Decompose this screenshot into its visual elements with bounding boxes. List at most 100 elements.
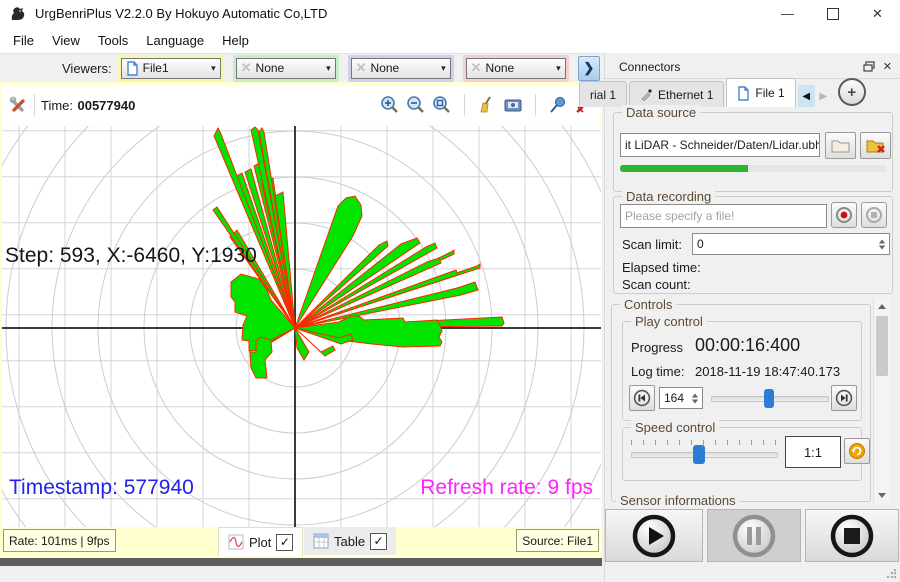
lidar-plot-canvas[interactable]: Step: 593, X:-6460, Y:1930 Timestamp: 57… bbox=[2, 126, 601, 527]
minimize-button[interactable]: — bbox=[765, 0, 810, 27]
plot-toggle-label: Plot bbox=[249, 534, 272, 550]
float-panel-icon[interactable] bbox=[863, 61, 875, 72]
ethernet-icon bbox=[641, 89, 652, 101]
settings-tools-icon[interactable] bbox=[8, 95, 28, 115]
zoom-out-icon[interactable] bbox=[406, 95, 426, 115]
none-icon: ✕ bbox=[240, 60, 252, 75]
speed-slider[interactable] bbox=[631, 445, 778, 464]
scan-limit-label: Scan limit: bbox=[622, 237, 682, 252]
menu-language[interactable]: Language bbox=[146, 32, 205, 48]
tab-ethernet-label: Ethernet 1 bbox=[658, 87, 714, 102]
close-file-button[interactable] bbox=[860, 132, 891, 159]
scrollbar-thumb[interactable] bbox=[876, 316, 888, 376]
record-icon bbox=[836, 207, 852, 223]
menu-tools[interactable]: Tools bbox=[97, 32, 129, 48]
tab-serial-1[interactable]: rial 1 bbox=[579, 81, 628, 107]
stop-button[interactable] bbox=[805, 509, 899, 562]
viewer1-dropdown[interactable]: File1 ▾ bbox=[120, 57, 221, 79]
scan-count-label: Scan count: bbox=[622, 277, 691, 292]
controls-scrollbar[interactable] bbox=[873, 298, 890, 503]
viewer-bottom-bar: Rate: 101ms | 9fps Plot ✓ Table ✓ Source… bbox=[2, 527, 601, 557]
rate-status-box: Rate: 101ms | 9fps bbox=[3, 529, 116, 552]
viewer2-dropdown[interactable]: ✕ None ▾ bbox=[235, 57, 336, 79]
scroll-up-icon[interactable] bbox=[874, 298, 890, 314]
play-position-slider[interactable] bbox=[711, 389, 829, 408]
clear-broom-icon[interactable] bbox=[477, 95, 497, 115]
plot-view-toggle[interactable]: Plot ✓ bbox=[218, 527, 304, 556]
menu-help[interactable]: Help bbox=[222, 32, 249, 48]
lidar-scan-plot bbox=[2, 126, 601, 527]
minimize-icon: — bbox=[781, 6, 794, 21]
elapsed-time-label: Elapsed time: bbox=[622, 260, 701, 275]
pin-icon[interactable] bbox=[548, 95, 568, 115]
toolbar-separator bbox=[34, 94, 35, 116]
maximize-button[interactable] bbox=[810, 0, 855, 27]
time-label: Time: bbox=[41, 97, 74, 113]
table-icon bbox=[313, 533, 329, 549]
none-icon: ✕ bbox=[355, 60, 367, 75]
menu-bar: File View Tools Language Help bbox=[0, 27, 900, 53]
progress-value: 00:00:16:400 bbox=[695, 335, 801, 355]
file-progress-fill bbox=[620, 165, 749, 172]
expand-toolbar-button[interactable]: ❯ bbox=[577, 55, 600, 81]
controls-group: Controls Play control Progress 00:00:16:… bbox=[611, 297, 871, 508]
file-icon bbox=[738, 85, 750, 101]
speed-slider-ticks bbox=[631, 440, 776, 445]
record-file-placeholder: Please specify a file! bbox=[625, 209, 735, 223]
folder-remove-icon bbox=[866, 140, 885, 153]
chevron-down-icon: ▾ bbox=[556, 62, 561, 73]
skip-to-end-button[interactable] bbox=[831, 385, 857, 411]
pause-button[interactable] bbox=[707, 509, 801, 562]
tab-scroll-prev[interactable]: ◀ bbox=[797, 85, 815, 107]
plot-checkbox[interactable]: ✓ bbox=[276, 533, 294, 551]
close-icon: ✕ bbox=[872, 5, 883, 21]
zoom-in-icon[interactable] bbox=[380, 95, 400, 115]
close-panel-icon[interactable]: ✕ bbox=[882, 61, 892, 73]
add-connector-button[interactable]: + bbox=[837, 78, 866, 106]
viewer3-dropdown[interactable]: ✕ None ▾ bbox=[350, 57, 451, 79]
speed-ratio-button[interactable]: 1:1 bbox=[785, 436, 841, 468]
table-checkbox[interactable]: ✓ bbox=[370, 532, 388, 550]
folder-icon bbox=[831, 140, 850, 153]
skip-to-start-button[interactable] bbox=[629, 385, 655, 411]
record-button[interactable] bbox=[831, 202, 857, 228]
arrow-left-icon: ◀ bbox=[802, 90, 811, 102]
record-file-input[interactable]: Please specify a file! bbox=[620, 204, 827, 228]
menu-view[interactable]: View bbox=[51, 32, 80, 48]
skip-end-icon bbox=[835, 389, 853, 407]
none-icon: ✕ bbox=[470, 60, 482, 75]
open-file-button[interactable] bbox=[825, 132, 856, 159]
refresh-rate-readout: Refresh rate: 9 fps bbox=[420, 476, 593, 499]
play-slider-handle[interactable] bbox=[763, 389, 774, 408]
viewer1-label: File1 bbox=[142, 61, 169, 75]
spinner-arrows-icon[interactable] bbox=[687, 388, 702, 408]
reset-speed-button[interactable] bbox=[844, 438, 870, 464]
tab-file-1[interactable]: File 1 bbox=[726, 78, 796, 107]
cursor-step-readout: Step: 593, X:-6460, Y:1930 bbox=[5, 244, 257, 267]
close-button[interactable]: ✕ bbox=[855, 0, 900, 27]
tab-ethernet-1[interactable]: Ethernet 1 bbox=[629, 81, 725, 107]
zoom-reset-icon[interactable] bbox=[432, 95, 452, 115]
connectors-title: Connectors bbox=[619, 59, 681, 74]
table-view-toggle[interactable]: Table ✓ bbox=[304, 527, 397, 555]
spinner-arrows-icon[interactable] bbox=[874, 234, 889, 254]
viewer4-dropdown[interactable]: ✕ None ▾ bbox=[465, 57, 566, 79]
scan-limit-spinbox[interactable]: 0 bbox=[692, 233, 890, 255]
stop-record-button[interactable] bbox=[861, 202, 887, 228]
table-toggle-label: Table bbox=[334, 533, 366, 549]
play-button[interactable] bbox=[605, 509, 703, 562]
data-source-path-input[interactable]: it LiDAR - Schneider/Daten/Lidar.ubh bbox=[620, 133, 820, 157]
timestamp-readout: Timestamp: 577940 bbox=[9, 476, 194, 499]
tab-scroll-next[interactable]: ▶ bbox=[815, 85, 832, 107]
snapshot-icon[interactable] bbox=[503, 95, 523, 115]
plot-toolbar: Time: 00577940 bbox=[2, 85, 600, 125]
frame-spinbox[interactable]: 164 bbox=[659, 387, 703, 409]
scroll-down-icon[interactable] bbox=[874, 487, 890, 503]
check-icon: ✓ bbox=[373, 534, 384, 548]
viewer2-label: None bbox=[255, 61, 285, 75]
data-recording-title: Data recording bbox=[622, 189, 716, 204]
frame-value: 164 bbox=[664, 391, 685, 405]
window-resize-grip[interactable] bbox=[886, 569, 896, 579]
speed-slider-handle[interactable] bbox=[692, 445, 705, 464]
menu-file[interactable]: File bbox=[13, 32, 34, 48]
